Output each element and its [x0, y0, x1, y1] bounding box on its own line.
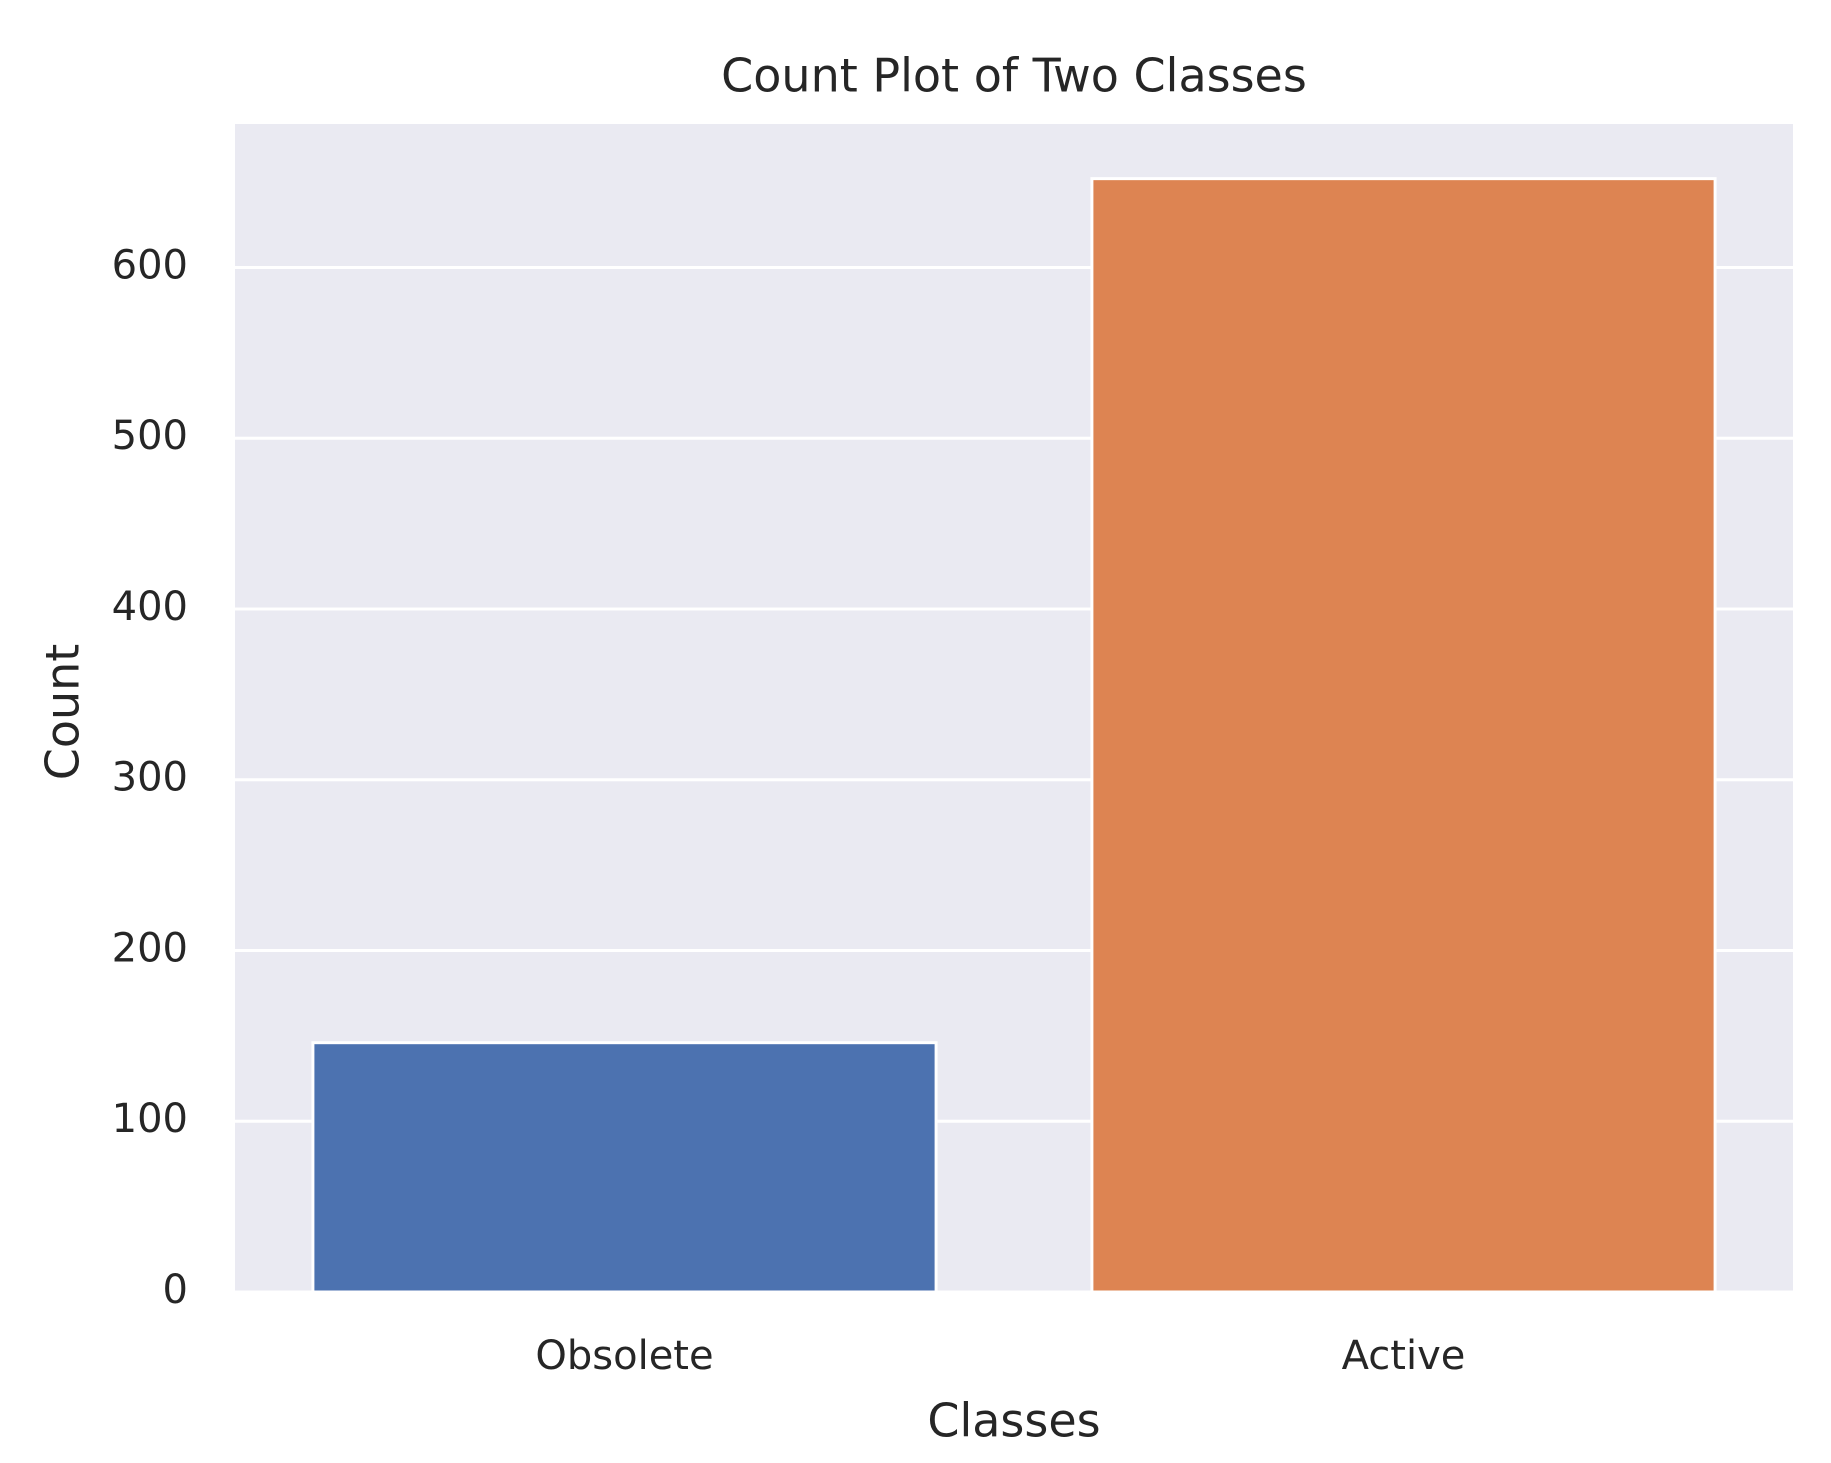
y-tick-label: 300	[112, 755, 188, 801]
chart-title: Count Plot of Two Classes	[721, 49, 1307, 103]
bar	[311, 1041, 938, 1294]
x-tick-label: Active	[1342, 1333, 1466, 1379]
y-tick-label: 400	[112, 584, 188, 630]
x-tick-label: Obsolete	[535, 1333, 713, 1379]
y-axis-label: Count	[36, 644, 90, 781]
y-tick-label: 600	[112, 242, 188, 288]
y-tick-label: 0	[163, 1267, 188, 1313]
y-tick-label: 500	[112, 413, 188, 459]
y-tick-label: 200	[112, 925, 188, 971]
y-tick-label: 100	[112, 1096, 188, 1142]
bar	[1090, 177, 1717, 1294]
x-axis-label: Classes	[927, 1394, 1100, 1448]
